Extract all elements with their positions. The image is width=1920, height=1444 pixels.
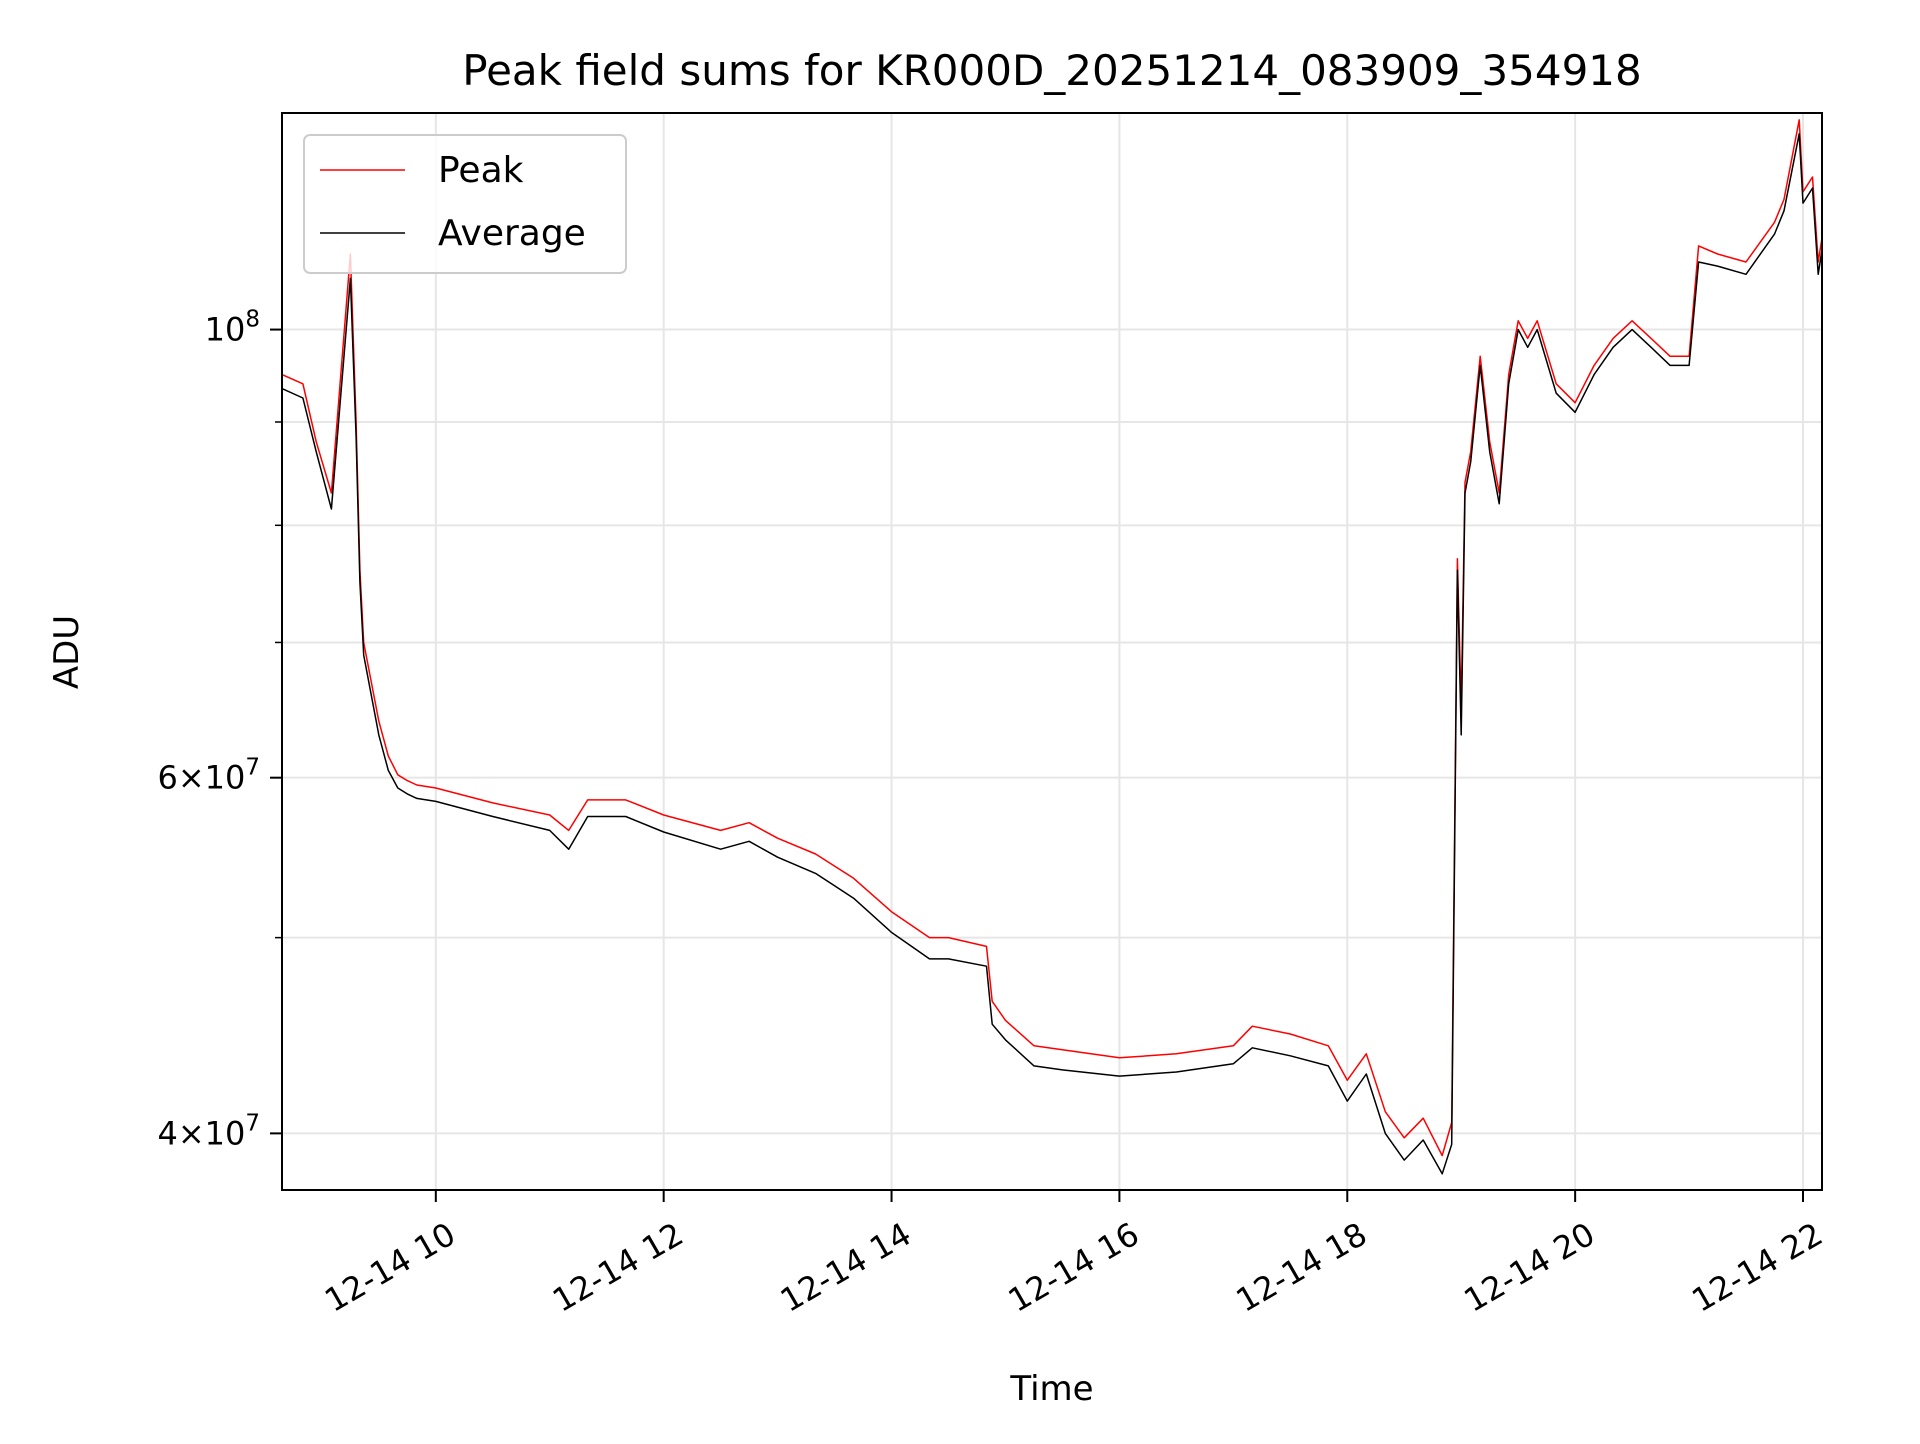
legend: Peak Average [303,134,627,274]
y-tick-label: 108 [205,307,260,349]
y-tick-label: 6×107 [157,755,260,797]
chart-title: Peak field sums for KR000D_20251214_0839… [462,46,1641,95]
x-axis-label: Time [1009,1369,1093,1409]
series-line-peak [282,119,1822,1157]
grid-lines [282,113,1822,1190]
y-axis-ticks: 4×107 6×107 108 [157,307,282,1152]
y-axis-label: ADU [47,615,87,689]
series-layer [282,119,1822,1175]
series-line-average [282,133,1822,1175]
legend-label-peak: Peak [438,150,524,191]
legend-label-average: Average [438,213,586,254]
plot-frame [281,112,1823,1191]
y-tick-label: 4×107 [157,1110,260,1152]
plot-area [282,119,1822,1175]
